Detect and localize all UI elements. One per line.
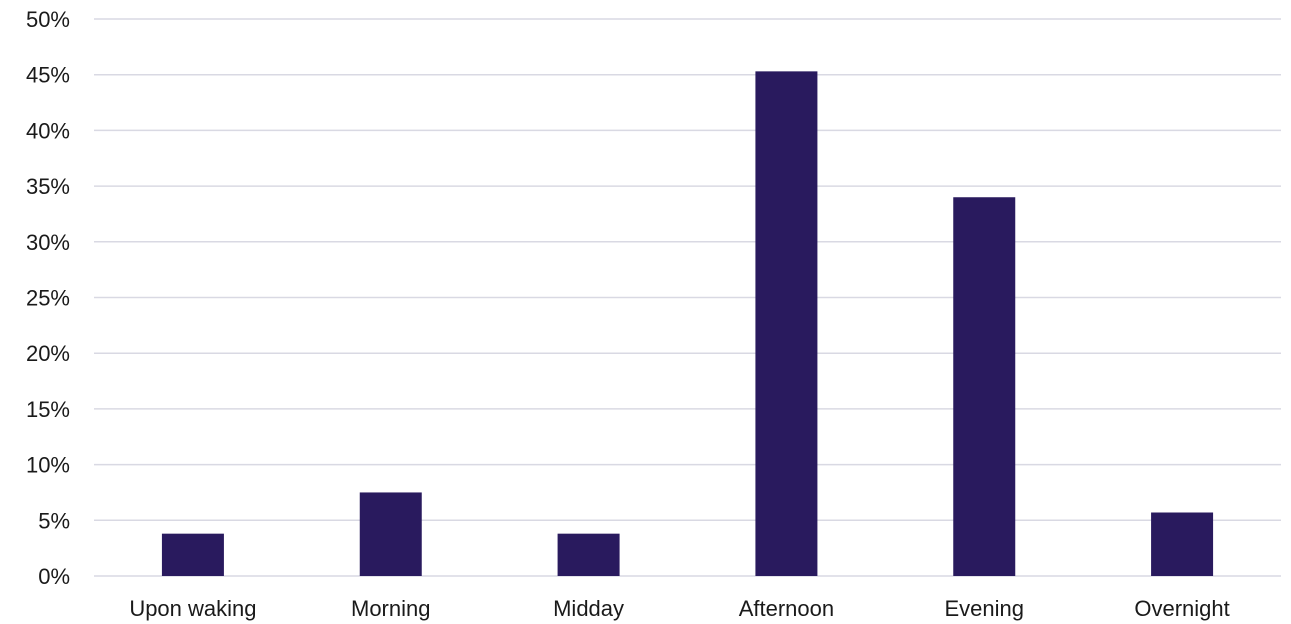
- y-tick-label: 45%: [26, 63, 70, 88]
- bar-midday: [557, 533, 620, 576]
- y-tick-label: 15%: [26, 397, 70, 422]
- x-tick-label: Upon waking: [129, 596, 256, 621]
- bar-overnight: [1151, 512, 1214, 576]
- y-axis-tick-labels: 0% 5% 10% 15% 20% 25% 30% 35% 40% 45% 50%: [26, 7, 70, 589]
- bar-upon-waking: [161, 533, 224, 576]
- y-tick-label: 10%: [26, 453, 70, 478]
- x-tick-label: Afternoon: [739, 596, 834, 621]
- x-tick-label: Overnight: [1134, 596, 1229, 621]
- y-tick-label: 5%: [38, 508, 70, 533]
- bar-morning: [359, 492, 422, 576]
- bar-evening: [953, 197, 1016, 577]
- x-axis-tick-labels: Upon waking Morning Midday Afternoon Evening…: [129, 596, 1229, 621]
- y-tick-label: 40%: [26, 118, 70, 143]
- x-tick-label: Morning: [351, 596, 430, 621]
- bars: [161, 71, 1214, 577]
- y-tick-label: 0%: [38, 564, 70, 589]
- x-tick-label: Evening: [944, 596, 1024, 621]
- y-tick-label: 30%: [26, 230, 70, 255]
- y-tick-label: 50%: [26, 7, 70, 32]
- y-tick-label: 25%: [26, 286, 70, 311]
- bar-afternoon: [755, 71, 818, 576]
- y-tick-label: 20%: [26, 341, 70, 366]
- y-tick-label: 35%: [26, 174, 70, 199]
- x-tick-label: Midday: [553, 596, 624, 621]
- gridlines: [94, 18, 1281, 577]
